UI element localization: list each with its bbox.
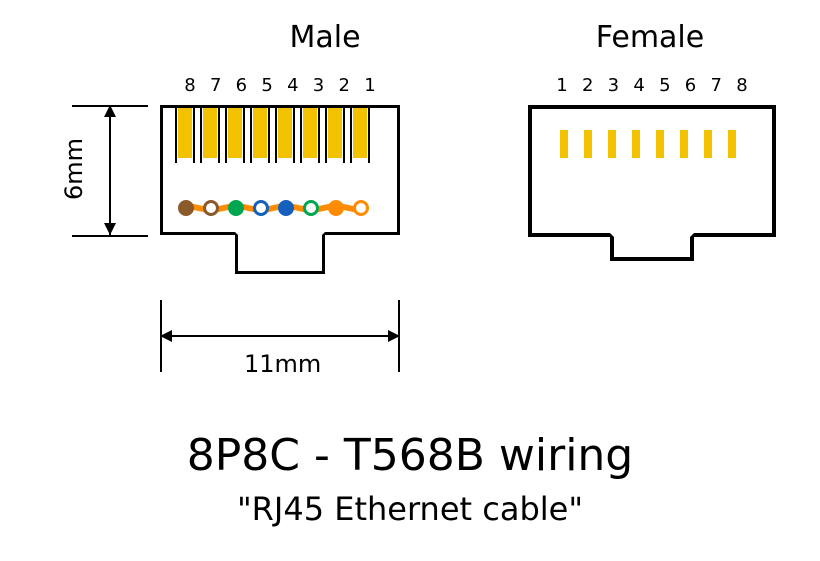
pin-number: 6: [681, 75, 701, 96]
pin-number: 1: [552, 75, 572, 96]
male-pin-slot: [225, 105, 245, 163]
female-pin: [584, 130, 592, 158]
wire-conductor: [178, 200, 194, 216]
wire-conductor: [203, 200, 219, 216]
female-pin: [728, 130, 736, 158]
wire-conductor: [328, 200, 344, 216]
diagram-subtitle: "RJ45 Ethernet cable": [0, 490, 820, 528]
male-pin-slot: [200, 105, 220, 163]
female-pin: [680, 130, 688, 158]
wire-conductor: [303, 200, 319, 216]
dim-height-label: 6mm: [60, 138, 88, 200]
wire-conductor: [278, 200, 294, 216]
female-connector-notch: [610, 233, 694, 261]
female-title: Female: [580, 20, 720, 55]
male-pin-slot: [250, 105, 270, 163]
pin-number: 2: [334, 75, 354, 96]
male-title: Male: [265, 20, 385, 55]
pin-number: 5: [257, 75, 277, 96]
diagram-title: 8P8C - T568B wiring: [0, 430, 820, 481]
pin-number: 8: [180, 75, 200, 96]
female-pin: [632, 130, 640, 158]
male-pin-slot: [350, 105, 370, 163]
female-pin: [560, 130, 568, 158]
male-connector-tab: [235, 232, 325, 274]
pin-number: 6: [231, 75, 251, 96]
pin-number: 8: [732, 75, 752, 96]
male-pin-slot: [175, 105, 195, 163]
wire-conductor: [228, 200, 244, 216]
male-pin-slot: [300, 105, 320, 163]
pin-number: 7: [206, 75, 226, 96]
pin-number: 3: [603, 75, 623, 96]
male-pin-slot: [275, 105, 295, 163]
pin-number: 5: [655, 75, 675, 96]
pin-number: 4: [283, 75, 303, 96]
pin-number: 2: [578, 75, 598, 96]
female-pin-numbers: 12345678: [552, 75, 752, 96]
dim-width-label: 11mm: [244, 350, 321, 378]
pin-number: 4: [629, 75, 649, 96]
female-pin: [656, 130, 664, 158]
wire-conductor: [253, 200, 269, 216]
female-connector-body: [528, 105, 776, 237]
female-pin: [704, 130, 712, 158]
pin-number: 7: [706, 75, 726, 96]
male-pin-slot: [325, 105, 345, 163]
male-pin-numbers: 87654321: [180, 75, 380, 96]
pin-number: 1: [360, 75, 380, 96]
wire-conductor: [353, 200, 369, 216]
female-pin: [608, 130, 616, 158]
diagram-canvas: Male 87654321 Female 12345678 6mm 11mm 8…: [0, 0, 820, 561]
pin-number: 3: [309, 75, 329, 96]
